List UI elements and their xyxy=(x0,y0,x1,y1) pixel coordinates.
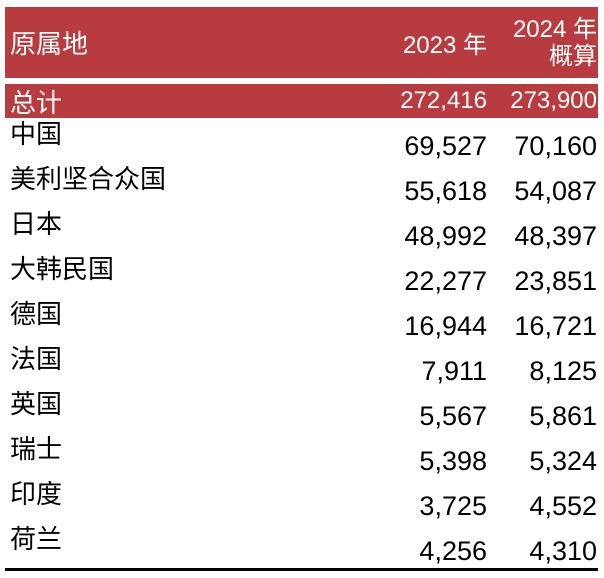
value-2023: 5,567 xyxy=(419,401,487,431)
origin-label: 中国 xyxy=(10,120,63,149)
value-2024: 4,310 xyxy=(529,536,597,566)
table-row: 日本 48,992 48,397 xyxy=(5,208,598,253)
table-row: 美利坚合众国 55,618 54,087 xyxy=(5,163,598,208)
origin-label: 大韩民国 xyxy=(10,255,115,284)
value-2024: 8,125 xyxy=(529,356,597,386)
value-2024: 48,397 xyxy=(514,221,597,251)
value-2023: 4,256 xyxy=(419,536,487,566)
table-row: 印度 3,725 4,552 xyxy=(5,478,598,523)
value-2024: 23,851 xyxy=(514,266,597,296)
header-2024-line1: 2024 年 xyxy=(512,15,597,43)
origin-label: 荷兰 xyxy=(10,525,63,554)
table-row: 法国 7,911 8,125 xyxy=(5,343,598,388)
total-value-2024: 273,900 xyxy=(510,87,597,114)
value-2023: 7,911 xyxy=(421,356,487,386)
table-row: 德国 16,944 16,721 xyxy=(5,298,598,343)
total-value-2023: 272,416 xyxy=(400,87,487,114)
origin-label: 美利坚合众国 xyxy=(10,165,167,194)
value-2023: 3,725 xyxy=(419,491,487,521)
table-header-row: 原属地 2023 年 2024 年 概算 xyxy=(5,7,598,78)
table-row: 瑞士 5,398 5,324 xyxy=(5,433,598,478)
table-row: 大韩民国 22,277 23,851 xyxy=(5,253,598,298)
origin-label: 英国 xyxy=(10,390,63,419)
header-2024-estimate: 2024 年 概算 xyxy=(488,16,598,70)
header-origin: 原属地 xyxy=(10,30,89,59)
value-2023: 69,527 xyxy=(404,131,487,161)
value-2023: 55,618 xyxy=(404,176,487,206)
origin-label: 德国 xyxy=(10,300,63,329)
value-2024: 54,087 xyxy=(514,176,597,206)
value-2023: 22,277 xyxy=(404,266,487,296)
value-2023: 48,992 xyxy=(404,221,487,251)
bottom-border xyxy=(5,568,598,571)
value-2024: 5,324 xyxy=(529,446,597,476)
table-row: 荷兰 4,256 4,310 xyxy=(5,523,598,568)
origin-statistics-table: 原属地 2023 年 2024 年 概算 总计 272,416 273,900 … xyxy=(5,7,598,571)
origin-label: 法国 xyxy=(10,345,63,374)
value-2024: 70,160 xyxy=(514,131,597,161)
table-row: 英国 5,567 5,861 xyxy=(5,388,598,433)
value-2024: 5,861 xyxy=(529,401,597,431)
origin-label: 瑞士 xyxy=(10,435,63,464)
value-2024: 16,721 xyxy=(514,311,597,341)
value-2024: 4,552 xyxy=(529,491,597,521)
header-2023: 2023 年 xyxy=(402,32,487,59)
total-label: 总计 xyxy=(10,88,63,118)
origin-label: 印度 xyxy=(10,480,63,509)
origin-label: 日本 xyxy=(10,210,63,239)
header-2024-line2: 概算 xyxy=(549,42,597,70)
table-row: 中国 69,527 70,160 xyxy=(5,118,598,163)
total-row: 总计 272,416 273,900 xyxy=(5,84,598,118)
value-2023: 16,944 xyxy=(404,311,487,341)
value-2023: 5,398 xyxy=(419,446,487,476)
